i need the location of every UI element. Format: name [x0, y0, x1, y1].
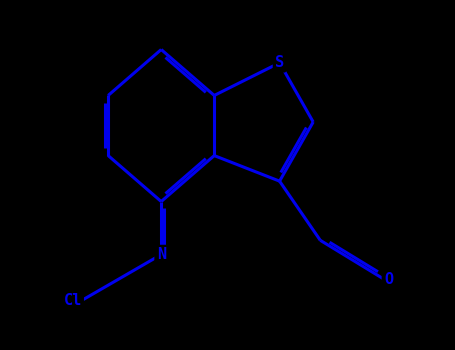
Text: S: S — [275, 55, 284, 70]
Text: O: O — [384, 272, 393, 287]
Text: N: N — [157, 247, 166, 262]
Text: Cl: Cl — [63, 293, 81, 308]
